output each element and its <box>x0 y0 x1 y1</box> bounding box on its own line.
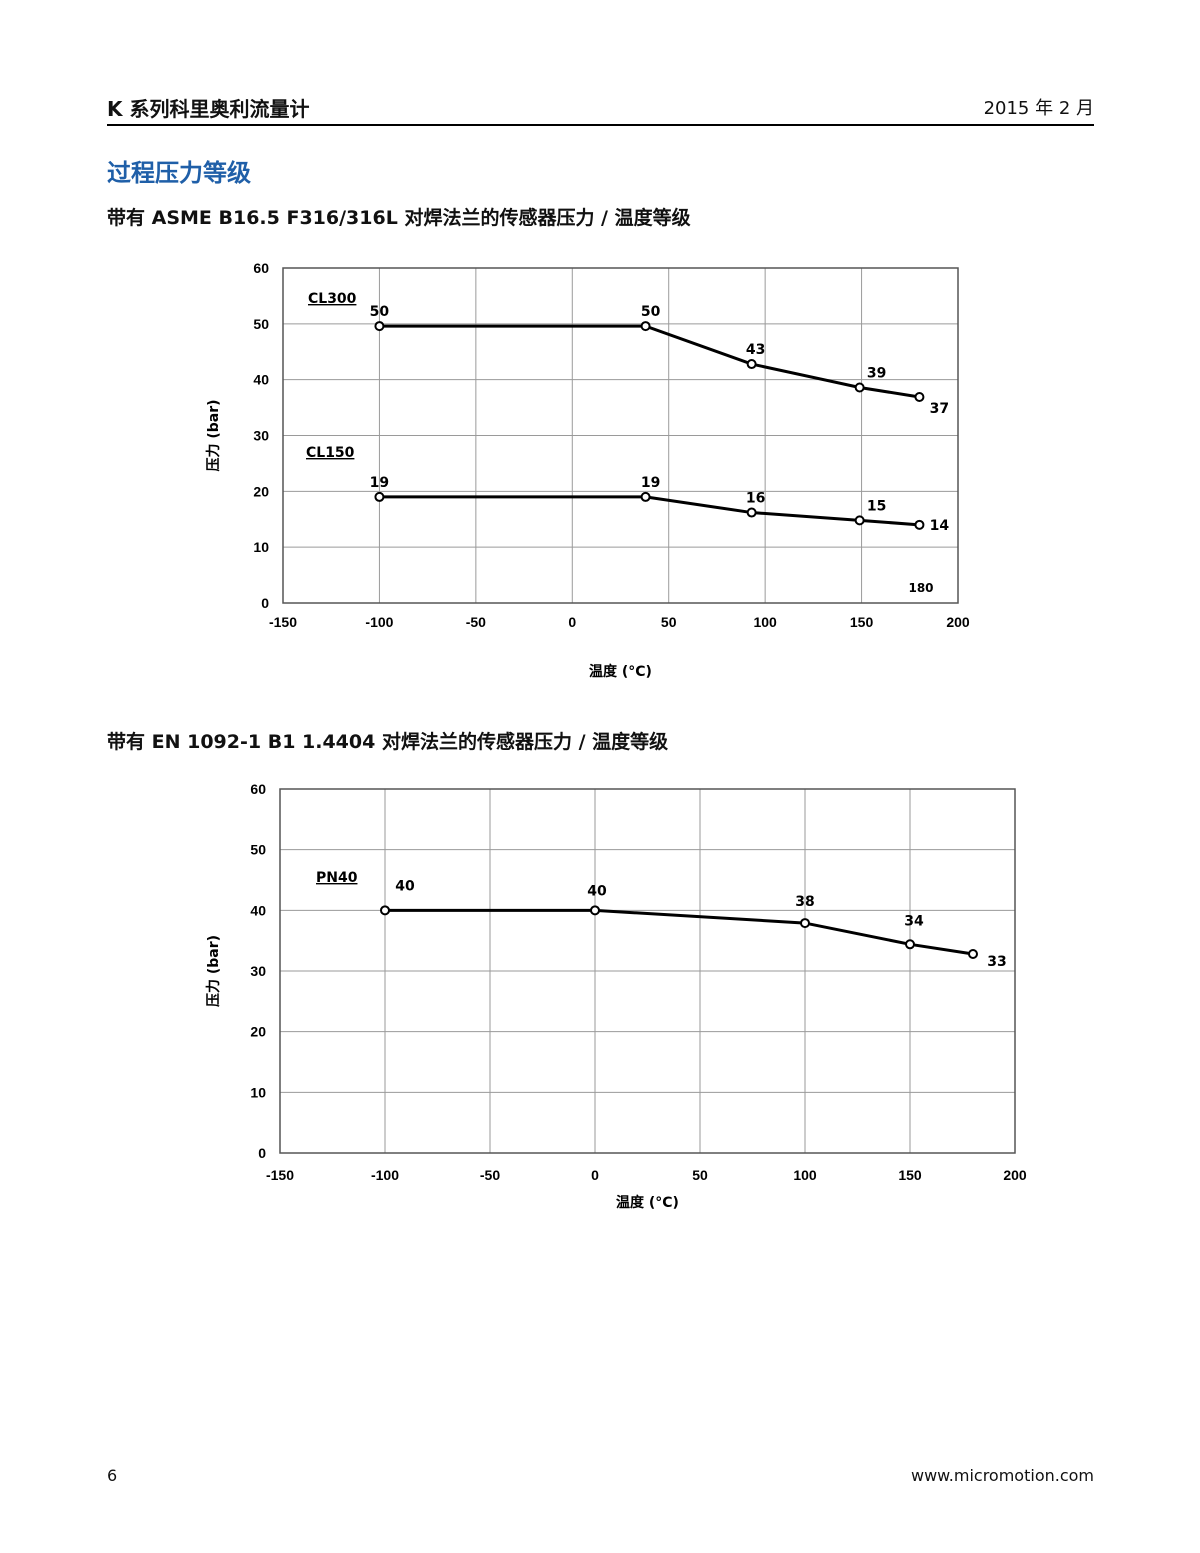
data-label: 40 <box>395 878 415 894</box>
chart-en1092-pressure-temperature: -150 -100 -50 0 50 100 150 200 0 10 20 30 40 50 60 温度 (… <box>205 781 1027 1211</box>
x-axis-label: 温度 (°C) <box>616 1194 679 1211</box>
data-label: 19 <box>370 475 389 491</box>
data-point <box>746 359 757 370</box>
series-name-label: CL300 <box>308 291 357 307</box>
data-point <box>640 321 651 332</box>
data-point <box>968 949 978 960</box>
document-date: 2015 年 2 月 <box>983 98 1094 119</box>
y-tick-label: 0 <box>258 1145 266 1161</box>
y-tick-label: 30 <box>250 963 266 979</box>
data-label: 15 <box>867 498 886 514</box>
y-tick-label: 60 <box>253 260 269 276</box>
data-point <box>746 507 757 518</box>
data-point <box>374 491 385 502</box>
footer-website: www.micromotion.com <box>911 1466 1094 1485</box>
plot-frame <box>279 788 1016 1154</box>
page-header: K 系列科里奥利流量计 2015 年 2 月 <box>107 94 1094 126</box>
y-tick-label: 10 <box>253 539 269 555</box>
data-point <box>380 905 390 916</box>
y-tick-label: 0 <box>261 595 269 611</box>
x-tick-label: -50 <box>480 1167 500 1183</box>
x-tick-label: -100 <box>371 1167 399 1183</box>
series-line <box>385 908 974 956</box>
document-title: K 系列科里奥利流量计 <box>107 97 310 121</box>
data-point <box>914 391 925 402</box>
x-tick-label: -100 <box>365 614 393 630</box>
y-tick-label: 10 <box>250 1084 266 1100</box>
x-tick-label: 150 <box>850 614 874 630</box>
y-tick-label: 50 <box>253 316 269 332</box>
data-point <box>914 519 925 530</box>
series-line <box>379 495 920 527</box>
x-tick-label: -150 <box>266 1167 294 1183</box>
chart2-subtitle: 带有 EN 1092-1 B1 1.4404 对焊法兰的传感器压力 / 温度等级 <box>107 731 669 753</box>
x-tick-label: 0 <box>591 1167 599 1183</box>
y-axis-label: 压力 (bar) <box>205 935 222 1007</box>
y-tick-label: 40 <box>253 372 269 388</box>
data-label: 39 <box>867 365 886 381</box>
plot-frame <box>282 267 959 604</box>
x-tick-label: 200 <box>946 614 970 630</box>
y-tick-label: 60 <box>250 781 266 797</box>
x-tick-label: 50 <box>692 1167 708 1183</box>
x-tick-label: 150 <box>898 1167 922 1183</box>
x-tick-label: -150 <box>269 614 297 630</box>
x-tick-label: 100 <box>753 614 777 630</box>
y-tick-label: 20 <box>250 1024 266 1040</box>
data-label: 14 <box>930 518 950 534</box>
data-label: 43 <box>746 342 765 358</box>
data-point <box>640 491 651 502</box>
series-line <box>379 324 920 399</box>
data-label: 19 <box>641 475 660 491</box>
y-tick-label: 40 <box>250 902 266 918</box>
data-label: 33 <box>987 954 1006 970</box>
data-label: 50 <box>641 304 661 320</box>
data-label: 40 <box>587 883 607 899</box>
y-tick-label: 50 <box>250 842 266 858</box>
data-point <box>800 918 810 929</box>
y-tick-label: 20 <box>253 483 269 499</box>
data-point <box>905 939 915 950</box>
data-label: 50 <box>370 304 390 320</box>
annotation-label: 180 <box>908 581 933 595</box>
x-tick-label: 100 <box>793 1167 817 1183</box>
data-point <box>854 382 865 393</box>
data-point <box>374 321 385 332</box>
y-tick-label: 30 <box>253 428 269 444</box>
y-axis-label: 压力 (bar) <box>205 399 222 471</box>
data-label: 34 <box>904 913 924 929</box>
x-tick-label: 50 <box>661 614 677 630</box>
x-axis-label: 温度 (°C) <box>589 663 652 680</box>
page-number: 6 <box>107 1466 118 1485</box>
chart-asme-pressure-temperature: -150 -100 -50 0 50 100 150 200 0 10 20 30 40 50 60 温度 (… <box>205 260 970 680</box>
series-name-label: CL150 <box>306 445 355 461</box>
section-title: 过程压力等级 <box>107 159 251 187</box>
x-tick-label: -50 <box>466 614 486 630</box>
data-label: 38 <box>795 894 814 910</box>
chart1-subtitle: 带有 ASME B16.5 F316/316L 对焊法兰的传感器压力 / 温度等… <box>107 207 691 229</box>
data-point <box>854 515 865 526</box>
data-point <box>590 905 600 916</box>
x-tick-label: 200 <box>1003 1167 1027 1183</box>
x-tick-label: 0 <box>568 614 576 630</box>
data-label: 37 <box>930 401 949 417</box>
data-label: 16 <box>746 491 765 507</box>
series-name-label: PN40 <box>316 870 358 886</box>
